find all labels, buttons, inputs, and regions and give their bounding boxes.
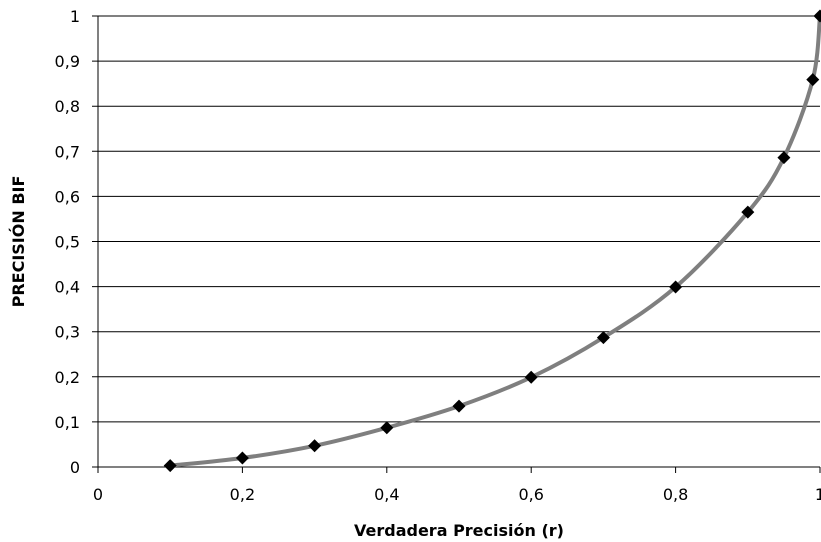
- x-tick-label: 0: [93, 485, 103, 504]
- data-point-marker: [308, 439, 322, 453]
- y-tick-label: 0,9: [55, 52, 80, 71]
- y-tick-label: 0: [70, 458, 80, 477]
- data-point-marker: [777, 151, 791, 165]
- x-axis-ticks: 0 0,2 0,4 0,6 0,8 1: [93, 467, 821, 504]
- data-point-marker: [524, 370, 538, 384]
- data-point-marker: [235, 451, 249, 465]
- x-tick-label: 0,4: [374, 485, 399, 504]
- x-axis-title: Verdadera Precisión (r): [354, 521, 564, 540]
- data-point-marker: [741, 205, 755, 219]
- y-tick-label: 0,2: [55, 368, 80, 387]
- x-tick-label: 0,6: [518, 485, 543, 504]
- data-markers: [163, 9, 821, 473]
- data-point-marker: [163, 459, 177, 473]
- y-tick-label: 0,8: [55, 97, 80, 116]
- x-tick-label: 0,2: [230, 485, 255, 504]
- grid-lines: [92, 15, 820, 468]
- data-point-marker: [669, 280, 683, 294]
- x-tick-label: 0,8: [663, 485, 688, 504]
- y-axis-ticks: 0 0,1 0,2 0,3 0,4 0,5 0,6 0,7 0,8 0,9 1: [55, 7, 80, 477]
- x-tick-label: 1: [815, 485, 821, 504]
- data-point-marker: [806, 73, 820, 87]
- data-point-marker: [380, 421, 394, 435]
- data-point-marker: [596, 331, 610, 345]
- y-tick-label: 0,6: [55, 187, 80, 206]
- y-tick-label: 1: [70, 7, 80, 26]
- y-tick-label: 0,5: [55, 233, 80, 252]
- y-tick-label: 0,3: [55, 323, 80, 342]
- y-tick-label: 0,4: [55, 278, 80, 297]
- y-tick-label: 0,1: [55, 413, 80, 432]
- y-tick-label: 0,7: [55, 142, 80, 161]
- y-axis-title: PRECISIÓN BIF: [9, 176, 28, 308]
- series-curve: [169, 15, 821, 468]
- data-point-marker: [813, 9, 821, 23]
- data-point-marker: [452, 399, 466, 413]
